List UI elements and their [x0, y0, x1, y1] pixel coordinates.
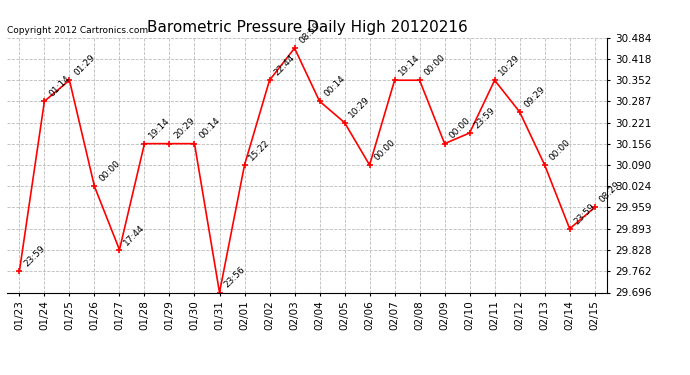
Text: 17:44: 17:44	[122, 222, 147, 247]
Text: 08:59: 08:59	[297, 21, 322, 45]
Text: 10:29: 10:29	[347, 95, 372, 120]
Text: 23:56: 23:56	[222, 265, 247, 290]
Text: 19:14: 19:14	[397, 53, 422, 78]
Text: 20:29: 20:29	[172, 116, 197, 141]
Text: 10:29: 10:29	[497, 53, 522, 78]
Text: 23:59: 23:59	[22, 244, 47, 268]
Text: 00:00: 00:00	[422, 53, 447, 78]
Text: 00:14: 00:14	[197, 116, 222, 141]
Text: 09:29: 09:29	[522, 85, 547, 109]
Text: 15:22: 15:22	[247, 138, 272, 162]
Text: 00:00: 00:00	[447, 116, 472, 141]
Text: 00:00: 00:00	[373, 138, 397, 162]
Text: Copyright 2012 Cartronics.com: Copyright 2012 Cartronics.com	[7, 26, 148, 35]
Text: 00:00: 00:00	[547, 138, 572, 162]
Text: 19:14: 19:14	[147, 116, 172, 141]
Text: 23:59: 23:59	[473, 106, 497, 130]
Text: 23:59: 23:59	[573, 201, 597, 226]
Text: 01:14: 01:14	[47, 74, 72, 99]
Text: 22:44: 22:44	[273, 53, 297, 78]
Title: Barometric Pressure Daily High 20120216: Barometric Pressure Daily High 20120216	[147, 20, 467, 35]
Text: 08:29: 08:29	[598, 180, 622, 205]
Text: 00:14: 00:14	[322, 74, 347, 99]
Text: 01:29: 01:29	[72, 53, 97, 78]
Text: 00:00: 00:00	[97, 159, 122, 184]
